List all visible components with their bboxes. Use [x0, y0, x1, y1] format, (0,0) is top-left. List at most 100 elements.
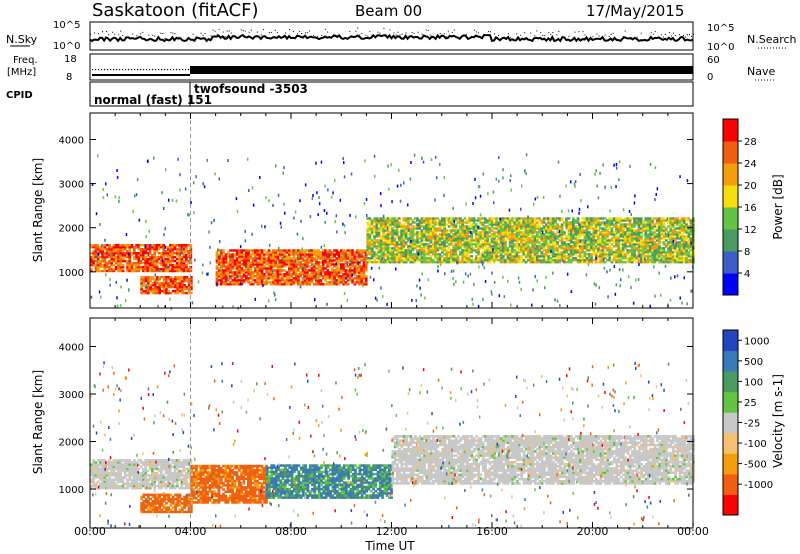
heatmap-cell [664, 253, 668, 256]
heatmap-cell [265, 279, 269, 282]
heatmap-cell [343, 224, 346, 228]
heatmap-cell [121, 254, 125, 257]
heatmap-cell [101, 250, 104, 253]
heatmap-cell [588, 217, 591, 220]
heatmap-cell [377, 249, 381, 252]
heatmap-cell [602, 163, 604, 167]
heatmap-cell [615, 221, 618, 224]
heatmap-cell [103, 254, 107, 257]
heatmap-cell [112, 248, 116, 251]
heatmap-cell [240, 255, 244, 258]
heatmap-cell [682, 253, 686, 256]
heatmap-cell [624, 239, 627, 242]
heatmap-cell [646, 243, 650, 246]
heatmap-cell [506, 257, 510, 260]
heatmap-cell [310, 277, 314, 280]
heatmap-cell [370, 245, 374, 248]
heatmap-cell [391, 235, 394, 238]
heatmap-cell [149, 284, 152, 287]
heatmap-cell [308, 251, 311, 254]
heatmap-cell [572, 251, 575, 254]
heatmap-cell [452, 237, 455, 240]
heatmap-cell [321, 267, 325, 270]
heatmap-cell [154, 273, 156, 277]
heatmap-cell [680, 233, 684, 236]
heatmap-cell [522, 223, 526, 226]
heatmap-cell [646, 251, 650, 254]
heatmap-cell [190, 284, 193, 287]
heatmap-cell [215, 267, 219, 270]
heatmap-cell [100, 244, 103, 248]
heatmap-cell [685, 227, 688, 230]
heatmap-cell [321, 257, 325, 260]
heatmap-cell [671, 223, 675, 226]
heatmap-cell [351, 253, 354, 256]
heatmap-cell [181, 291, 184, 295]
heatmap-cell [165, 291, 168, 295]
heatmap-cell [511, 261, 514, 264]
heatmap-cell [217, 261, 221, 264]
heatmap-cell [249, 257, 253, 260]
heatmap-cell [404, 253, 408, 256]
heatmap-cell [162, 280, 166, 283]
heatmap-cell [432, 235, 435, 238]
heatmap-cell [522, 237, 526, 240]
heatmap-cell [542, 249, 546, 252]
heatmap-cell [567, 229, 571, 232]
heatmap-cell [540, 237, 544, 240]
heatmap-cell [574, 249, 578, 252]
heatmap-cell [333, 249, 336, 252]
heatmap-cell [653, 241, 657, 244]
heatmap-cell [236, 281, 239, 284]
heatmap-cell [628, 275, 630, 279]
heatmap-cell [542, 243, 546, 246]
heatmap-cell [574, 225, 578, 228]
heatmap-cell [238, 259, 241, 262]
heatmap-cell [233, 265, 237, 268]
heatmap-cell [493, 245, 496, 248]
heatmap-cell [301, 269, 305, 272]
heatmap-cell [301, 271, 305, 274]
heatmap-cell [432, 249, 435, 252]
heatmap-cell [94, 246, 98, 249]
heatmap-cell [669, 217, 673, 220]
heatmap-cell [432, 223, 435, 226]
heatmap-cell [585, 227, 589, 230]
heatmap-cell [217, 271, 221, 274]
heatmap-cell [366, 243, 370, 246]
heatmap-cell [599, 241, 602, 244]
heatmap-cell [498, 179, 500, 183]
heatmap-cell [685, 257, 688, 260]
heatmap-cell [445, 251, 449, 254]
heatmap-cell [407, 239, 410, 242]
heatmap-cell [508, 261, 512, 264]
heatmap-cell [301, 255, 305, 258]
heatmap-cell [454, 251, 458, 254]
heatmap-cell [389, 223, 392, 226]
heatmap-cell [551, 217, 555, 220]
heatmap-cell [292, 267, 296, 270]
heatmap-cell [299, 285, 302, 289]
heatmap-cell [633, 225, 636, 228]
heatmap-cell [447, 245, 451, 248]
heatmap-cell [103, 252, 107, 255]
heatmap-cell [594, 259, 598, 262]
heatmap-cell [308, 281, 311, 284]
heatmap-cell [461, 227, 464, 230]
heatmap-cell [224, 281, 228, 284]
heatmap-cell [474, 235, 478, 238]
heatmap-cell [306, 269, 309, 272]
heatmap-cell [294, 265, 298, 268]
heatmap-cell [628, 245, 632, 248]
heatmap-cell [128, 257, 132, 261]
heatmap-cell [224, 271, 228, 274]
heatmap-cell [283, 273, 287, 276]
heatmap-cell [99, 252, 102, 255]
heatmap-cell [603, 245, 607, 248]
heatmap-cell [585, 225, 589, 228]
heatmap-cell [402, 217, 406, 220]
heatmap-cell [678, 251, 682, 254]
heatmap-cell [362, 275, 366, 278]
heatmap-cell [443, 241, 446, 244]
heatmap-cell [529, 223, 532, 226]
